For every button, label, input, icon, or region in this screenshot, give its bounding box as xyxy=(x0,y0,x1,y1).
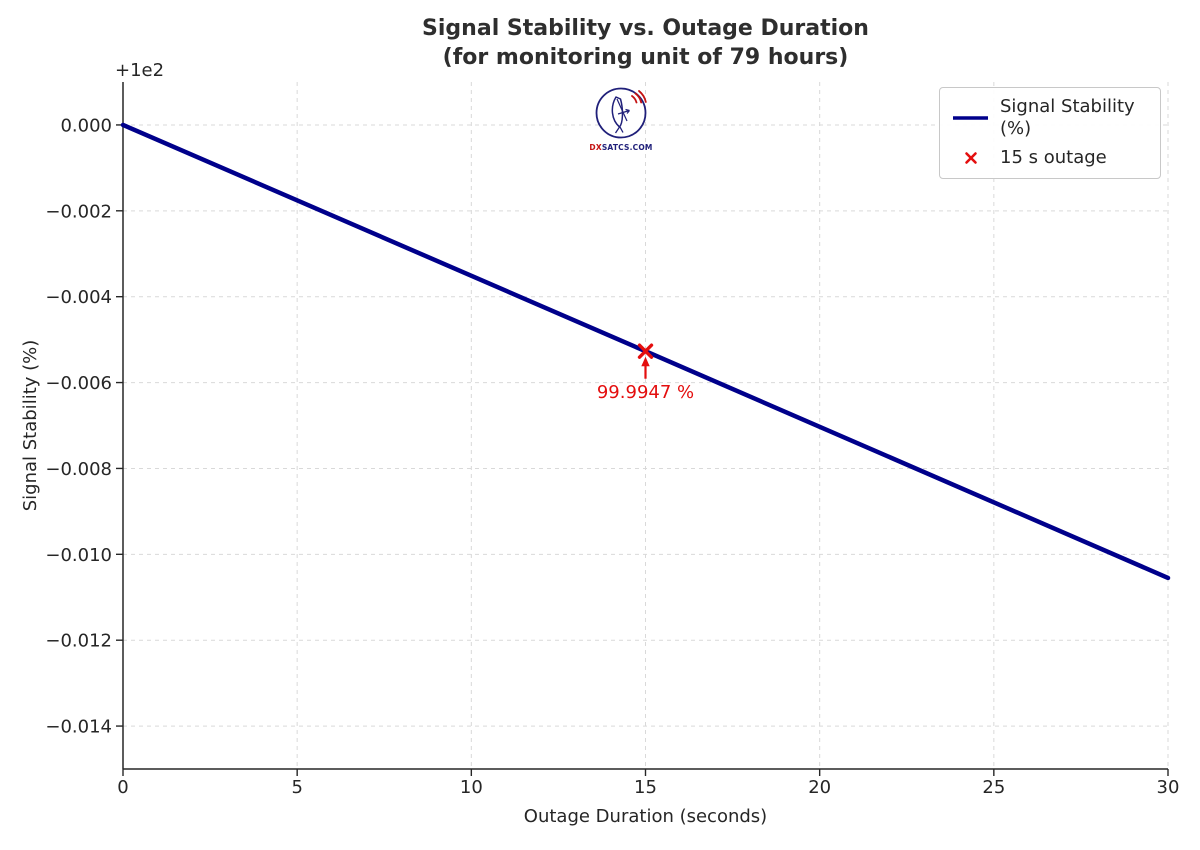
logo-wordmark-prefix: DX xyxy=(589,143,602,152)
annotation-arrow-head xyxy=(641,356,650,367)
y-tick-label: −0.014 xyxy=(45,717,112,738)
x-tick-label: 20 xyxy=(808,777,831,798)
y-tick-label: −0.010 xyxy=(45,545,112,566)
y-tick-label: −0.008 xyxy=(45,459,112,480)
chart-title-block: Signal Stability vs. Outage Duration (fo… xyxy=(123,14,1168,72)
y-tick-label: −0.012 xyxy=(45,631,112,652)
line-swatch-icon xyxy=(952,115,989,121)
legend-label: 15 s outage xyxy=(1000,147,1107,168)
outage-x-marker xyxy=(637,343,654,359)
x-tick-label: 0 xyxy=(117,777,128,798)
dxsatcs-logo: DXSATCS.COM xyxy=(586,86,656,152)
satellite-dish-icon xyxy=(595,87,647,139)
y-tick-label: −0.004 xyxy=(45,287,112,308)
outage-annotation-label: 99.9947 % xyxy=(597,382,694,403)
legend-item-signal-stability: Signal Stability (%) xyxy=(952,96,1148,140)
axis-layer: 0 5 10 15 20 25 30 0.000 −0.002 −0.004 −0.006 −0.00… xyxy=(45,82,1179,798)
y-tick-label: 0.000 xyxy=(60,115,112,136)
x-tick-label: 30 xyxy=(1157,777,1180,798)
chart-title: Signal Stability vs. Outage Duration xyxy=(422,16,869,41)
y-tick-label: −0.002 xyxy=(45,201,112,222)
y-tick-label: −0.006 xyxy=(45,373,112,394)
data-layer xyxy=(120,122,1171,581)
chart-subtitle: (for monitoring unit of 79 hours) xyxy=(442,45,849,70)
legend-label: Signal Stability (%) xyxy=(1000,96,1135,139)
x-tick-label: 5 xyxy=(291,777,302,798)
grid-layer xyxy=(122,82,1169,769)
y-axis-offset-label: +1e2 xyxy=(115,60,164,81)
y-axis-label: Signal Stability (%) xyxy=(20,340,41,512)
legend-item-outage: 15 s outage xyxy=(952,147,1148,169)
x-axis-label: Outage Duration (seconds) xyxy=(524,806,767,827)
x-tick-label: 15 xyxy=(634,777,657,798)
x-tick-label: 10 xyxy=(460,777,483,798)
x-marker-icon xyxy=(952,151,989,165)
logo-wordmark-suffix: SATCS.COM xyxy=(601,143,653,152)
logo-wordmark: DXSATCS.COM xyxy=(586,143,656,152)
x-tick-label: 25 xyxy=(982,777,1005,798)
legend: Signal Stability (%) 15 s outage xyxy=(939,87,1161,179)
